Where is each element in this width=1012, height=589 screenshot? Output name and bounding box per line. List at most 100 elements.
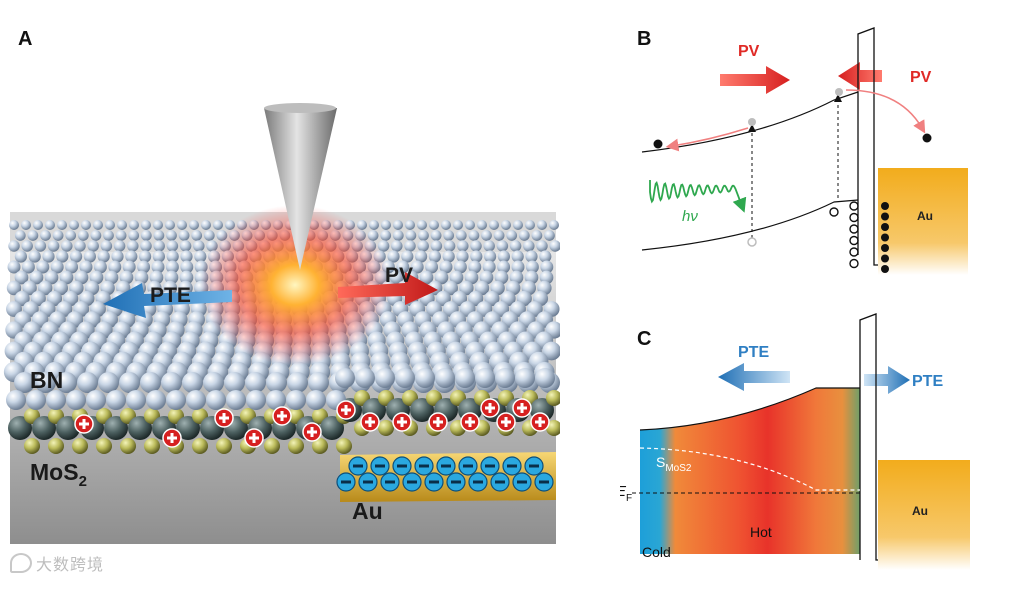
bn-atom [453, 220, 463, 230]
bn-atom [140, 372, 161, 393]
bn-atom [105, 220, 115, 230]
bn-atom [497, 260, 511, 274]
hot-spot-glow [200, 205, 390, 365]
bn-atom [166, 230, 177, 241]
bn-label: BN [30, 367, 63, 393]
bn-atom [14, 372, 35, 393]
bn-atom [523, 240, 535, 252]
minus-charge-icon [502, 456, 522, 476]
bn-atom [141, 220, 151, 230]
bn-atom [153, 230, 165, 241]
bn-atom [308, 372, 329, 393]
bn-atom [128, 230, 140, 241]
plus-charge-icon [272, 406, 292, 426]
minus-charge-icon [348, 456, 368, 476]
bn-atom [377, 240, 390, 252]
bn-atom [70, 250, 83, 263]
hole-icon [829, 207, 839, 217]
bn-atom [415, 250, 428, 263]
s-atom [72, 438, 88, 454]
pv-left-arrow [838, 62, 882, 90]
bn-atom [549, 220, 559, 230]
hole-icon [849, 247, 859, 257]
bn-atom [90, 230, 102, 241]
bn-atom [246, 390, 266, 410]
bn-atom [166, 250, 179, 263]
bn-atom [113, 240, 126, 252]
plus-charge-icon [428, 412, 448, 432]
bn-atom [442, 250, 455, 263]
bn-atom [27, 230, 39, 241]
bn-atom [501, 220, 511, 230]
bn-atom [245, 372, 266, 393]
pv-right-arrow [720, 66, 790, 94]
bn-atom [50, 260, 64, 274]
plus-charge-icon [214, 408, 234, 428]
bn-atom [166, 240, 179, 252]
hole-column [829, 201, 859, 269]
pv-right-label: PV [910, 69, 932, 86]
conduction-band-c [639, 387, 860, 431]
bn-atom [93, 260, 107, 274]
bn-atom [139, 250, 152, 263]
plus-charge-icon [360, 412, 380, 432]
bn-atom [443, 230, 455, 241]
minus-charge-icon [392, 456, 412, 476]
s-atom [96, 438, 112, 454]
bn-atom [36, 260, 50, 274]
bn-atom [477, 220, 487, 230]
bn-atom [443, 240, 456, 252]
bn-atom [266, 390, 286, 410]
bn-atom [369, 220, 379, 230]
bn-atom [56, 250, 69, 263]
bn-atom [203, 372, 224, 393]
plus-charge-icon [530, 412, 550, 432]
bn-atom [393, 220, 403, 230]
bn-atom [179, 240, 192, 252]
bn-atom [14, 270, 29, 285]
bn-atom [509, 240, 522, 252]
bn-atom [441, 220, 451, 230]
electron-icon [881, 244, 889, 252]
bn-atom [8, 240, 20, 252]
bn-atom [468, 290, 484, 307]
s-atom [216, 438, 232, 454]
minus-charge-icon [524, 456, 544, 476]
bn-atom [9, 220, 19, 230]
negative-charges [336, 456, 554, 492]
bn-atom [26, 390, 46, 410]
bn-atom [387, 250, 400, 263]
au-block-c [878, 460, 970, 570]
bn-atom [152, 250, 165, 263]
bn-atom [417, 240, 429, 252]
hole-1 [747, 237, 757, 247]
probe-tip [264, 108, 337, 270]
pte-right-arrow [864, 366, 910, 394]
bn-atom [549, 240, 561, 252]
bn-atom [74, 270, 89, 285]
pte-left-label: PTE [738, 344, 769, 361]
electron-column [881, 202, 889, 273]
seebeck-curve [639, 447, 860, 491]
pte-right-label: PTE [912, 373, 943, 390]
plus-charge-icon [74, 414, 94, 434]
mo-atom [320, 416, 344, 440]
mo-atom [32, 416, 56, 440]
fermi-label: EF [620, 483, 632, 504]
minus-charge-icon [336, 472, 356, 492]
bn-atom [513, 220, 523, 230]
s-atom [546, 420, 562, 436]
photon-wave [649, 180, 747, 213]
bn-atom [66, 390, 86, 410]
bn-atom [46, 390, 66, 410]
bn-atom [539, 270, 554, 285]
bn-atom [456, 250, 469, 263]
panel-c-label: C [637, 328, 652, 350]
bn-atom [380, 230, 392, 241]
panel-b-band-diagram: PV PV Au hν [641, 27, 968, 275]
bn-atom [65, 230, 77, 241]
bn-atom [178, 230, 190, 241]
bn-atom [375, 368, 395, 388]
bn-atom [484, 250, 497, 263]
s-atom [336, 438, 352, 454]
